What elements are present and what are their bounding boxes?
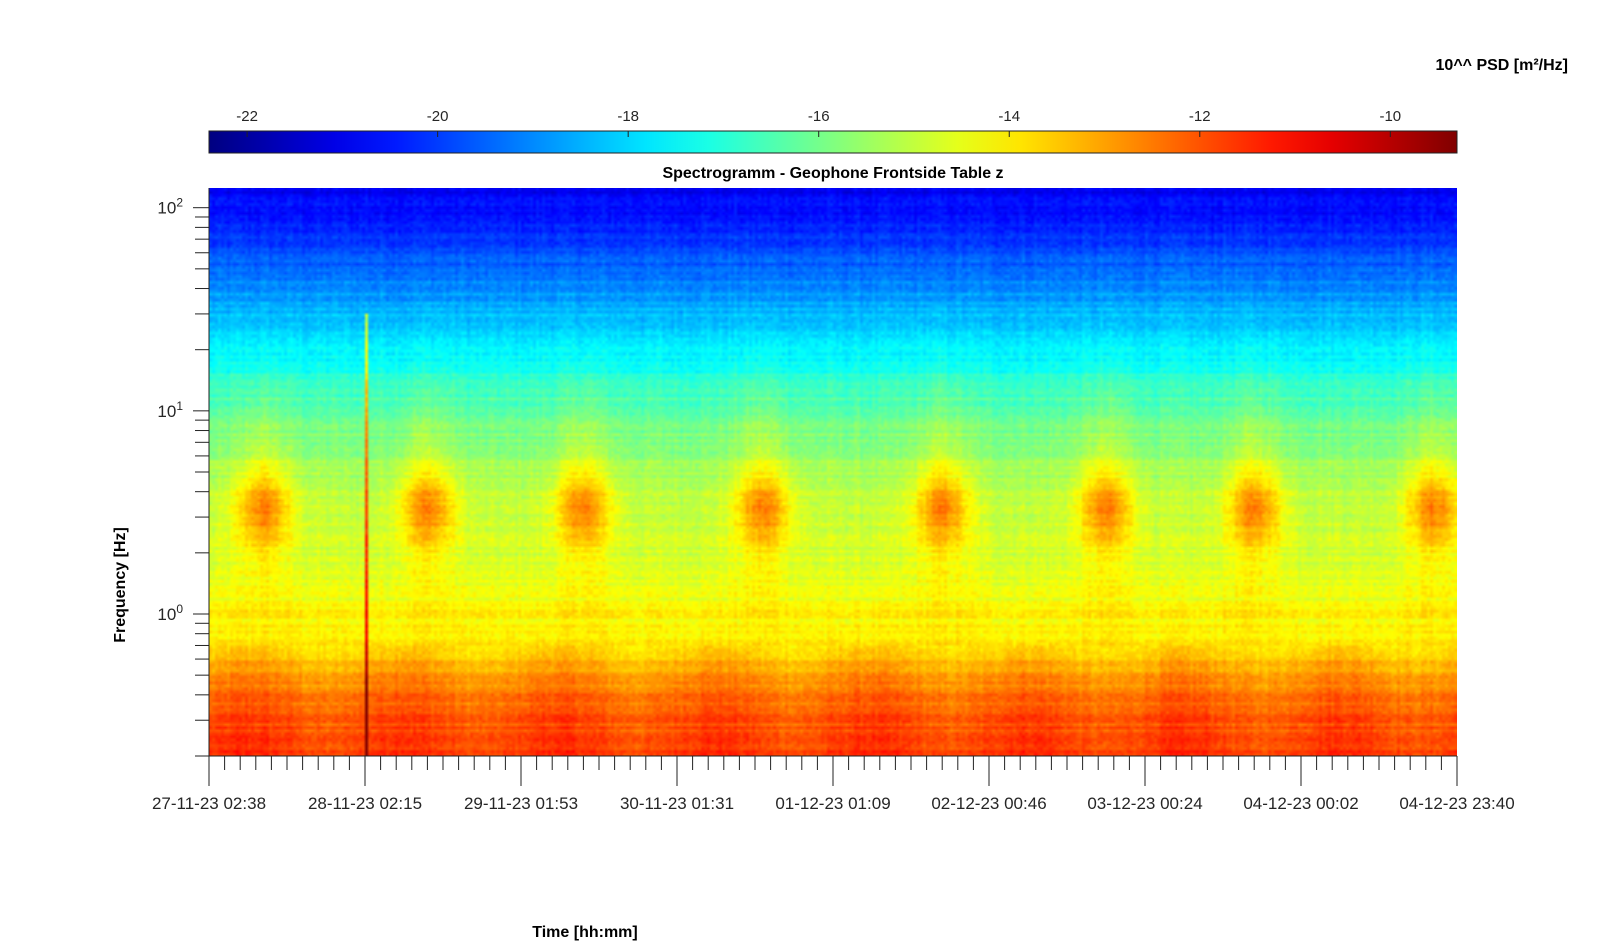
x-axis-label: Time [hh:mm] xyxy=(532,924,637,941)
x-tick-label: 02-12-23 00:46 xyxy=(931,794,1046,813)
colorbar-tick-label: -18 xyxy=(617,108,639,125)
spectrogram-image xyxy=(209,188,1457,756)
y-tick-label: 100 xyxy=(157,602,183,624)
x-axis: 27-11-23 02:38 28-11-23 02:15 29-11-23 01:… xyxy=(152,755,1515,813)
colorbar-tick-label: -20 xyxy=(427,108,449,125)
x-tick-label: 04-12-23 00:02 xyxy=(1243,794,1358,813)
colorbar-tick-label: -16 xyxy=(808,108,830,125)
colorbar-tick-label: -14 xyxy=(998,108,1020,125)
x-tick-label: 28-11-23 02:15 xyxy=(308,794,422,813)
x-tick-label: 03-12-23 00:24 xyxy=(1087,794,1202,813)
spectrogram-heatmap xyxy=(209,188,1457,756)
colorbar-tick-label: -22 xyxy=(236,108,258,125)
colorbar xyxy=(208,130,1458,154)
x-tick-label: 29-11-23 01:53 xyxy=(464,794,578,813)
y-tick-label: 102 xyxy=(157,196,183,218)
y-tick-label: 101 xyxy=(157,399,183,421)
x-tick-label: 27-11-23 02:38 xyxy=(152,794,266,813)
x-tick-label: 30-11-23 01:31 xyxy=(620,794,734,813)
colorbar-tick-label: -12 xyxy=(1189,108,1211,125)
y-axis-label: Frequency [Hz] xyxy=(112,527,129,643)
x-tick-label: 04-12-23 23:40 xyxy=(1399,794,1514,813)
colorbar-tick-label: -10 xyxy=(1379,108,1401,125)
y-axis: 100 101 102 xyxy=(157,188,210,757)
colorbar-label: 10^^ PSD [m²/Hz] xyxy=(1436,57,1568,74)
chart-title: Spectrogramm - Geophone Frontside Table … xyxy=(662,165,1003,182)
x-tick-label: 01-12-23 01:09 xyxy=(775,794,890,813)
colorbar-ticks: -22 -20 -18 -16 -14 -12 -10 xyxy=(236,108,1401,137)
